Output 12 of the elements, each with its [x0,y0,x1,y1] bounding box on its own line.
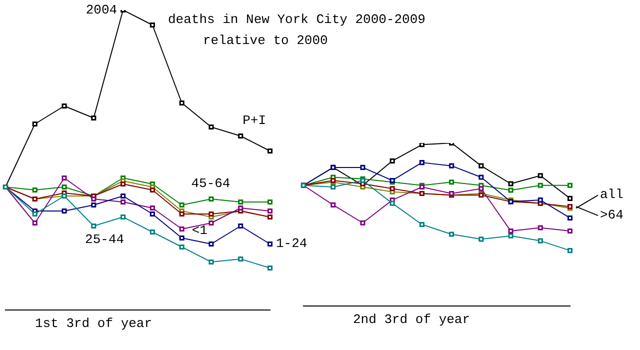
series-label: 25-44 [85,232,124,247]
series-label: P+I [242,112,266,128]
x-axis-title: 1st 3rd of year [35,316,152,331]
text: deaths in New York City 2000-2009 [168,12,426,27]
series-label: 45-64 [191,176,230,191]
annotation: 2004 [86,2,118,18]
series-label: <1 [192,222,208,238]
text: >64 [600,208,624,223]
series-label: 1-24 [276,236,308,251]
text: relative to 2000 [203,33,328,48]
text: all [600,187,624,202]
x-axis-title: 2nd 3rd of year [353,312,470,327]
